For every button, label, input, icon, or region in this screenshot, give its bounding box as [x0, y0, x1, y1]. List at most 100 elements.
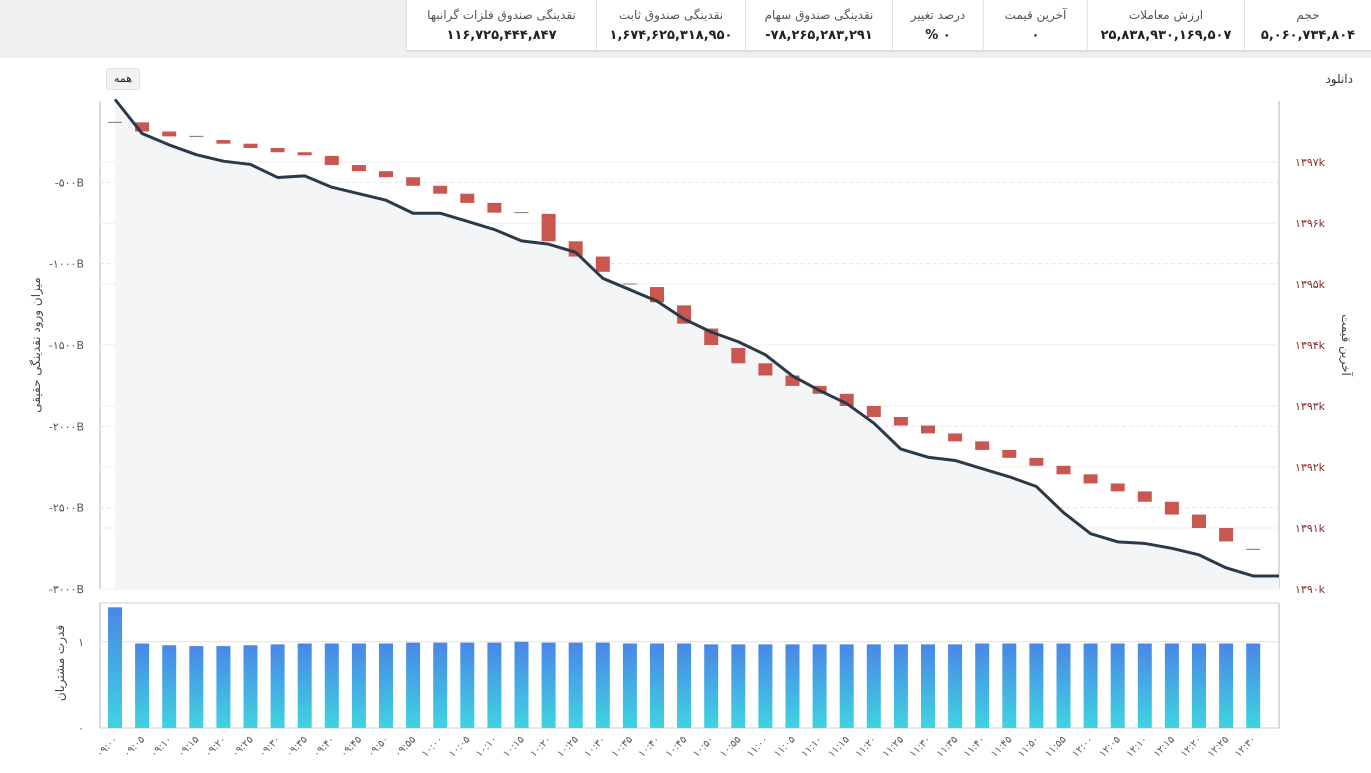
buyer-power-bar — [406, 642, 421, 728]
buyer-power-bar — [379, 643, 393, 728]
right-tick-label: ۱۳۹۶k — [1295, 217, 1326, 230]
buyer-power-bar — [433, 642, 448, 728]
right-tick-label: ۱۳۹۰k — [1295, 583, 1326, 596]
buyer-power-bar — [622, 643, 637, 728]
buyer-power-bar — [1246, 643, 1261, 728]
x-tick-label: ۱۲:۲۰ — [1179, 734, 1204, 759]
download-button[interactable]: دانلود — [1325, 72, 1353, 86]
buyer-power-bar — [595, 642, 610, 728]
buyer-power-bar — [1029, 643, 1044, 728]
left-tick-label: -۵۰۰B — [55, 176, 84, 189]
x-tick-label: ۱۲:۱۰ — [1125, 734, 1150, 759]
price-candle — [541, 213, 556, 242]
buyer-power-bar — [162, 645, 177, 728]
buyer-power-bar — [487, 642, 502, 728]
buyer-power-bar — [1164, 643, 1179, 728]
x-tick-label: ۰۹:۵۵ — [393, 734, 418, 759]
price-candle — [460, 193, 475, 203]
x-tick-label: ۱۲:۲۵ — [1206, 734, 1231, 759]
stat-value: ۲۵,۸۳۸,۹۳۰,۱۶۹,۵۰۷ — [1100, 27, 1232, 43]
price-candle — [379, 171, 393, 178]
x-tick-label: ۱۱:۳۵ — [935, 734, 960, 759]
net-flow-line — [113, 98, 1279, 578]
buyer-power-bar — [541, 642, 556, 728]
price-candle — [433, 185, 448, 194]
x-tick-label: ۱۰:۴۵ — [664, 734, 689, 759]
buyer-power-bar — [785, 644, 800, 728]
x-tick-label: ۱۱:۵۵ — [1043, 734, 1068, 759]
buyer-power-bar — [1110, 643, 1125, 728]
left-tick-label: -۲۰۰۰B — [49, 420, 84, 433]
price-candle — [1219, 528, 1234, 542]
all-range-button[interactable]: همه — [106, 68, 140, 90]
price-candle — [270, 147, 285, 153]
buyer-power-bar — [108, 607, 122, 728]
buyer-power-bar — [839, 644, 854, 728]
price-candle — [162, 131, 177, 137]
main-chart: -۵۰۰B -۱۰۰۰B -۱۵۰۰B -۲۰۰۰B -۲۵۰۰B -۳۰۰۰B ۱۳۹۷k… — [29, 98, 1354, 760]
price-candle — [351, 165, 366, 172]
stat-value: -۷۸,۲۶۵,۲۸۳,۲۹۱ — [765, 27, 873, 43]
price-candle — [975, 441, 990, 450]
x-tick-label: ۰۹:۵۰ — [366, 734, 391, 759]
stat-fixed-fund-liquidity: نقدینگی صندوق ثابت ۱,۶۷۴,۶۲۵,۳۱۸,۹۵۰ — [596, 0, 745, 50]
price-candle — [1164, 501, 1179, 515]
left-tick-label: -۱۰۰۰B — [49, 258, 84, 271]
buyer-power-bar — [270, 644, 285, 728]
buyer-power-bar — [1056, 643, 1071, 728]
stat-label: نقدینگی صندوق سهام — [764, 7, 874, 22]
right-tick-label: ۱۳۹۷k — [1295, 156, 1326, 169]
buyer-power-bar — [866, 644, 881, 728]
right-tick-label: ۱۳۹۵k — [1295, 278, 1326, 291]
buyer-power-bar — [243, 645, 258, 728]
price-candle — [758, 363, 773, 376]
x-tick-label: ۱۱:۳۰ — [908, 734, 933, 759]
x-tick-label: ۱۱:۲۵ — [881, 734, 906, 759]
buyer-power-bar — [758, 644, 773, 728]
price-candle — [1002, 449, 1017, 458]
buyer-power-bar — [921, 644, 935, 728]
left-tick-label: -۳۰۰۰B — [49, 583, 84, 596]
x-tick-label: ۰۹:۰۵ — [122, 734, 147, 759]
x-tick-label: ۱۰:۰۵ — [447, 734, 472, 759]
buyer-power-bar — [1083, 643, 1098, 728]
buyer-power-bar — [731, 644, 746, 728]
price-candle — [1029, 457, 1044, 466]
left-axis-title: میزان ورود نقدینگی حقیقی — [29, 277, 44, 412]
x-tick-label: ۱۱:۱۰ — [799, 734, 824, 759]
buyer-power-bar — [1219, 643, 1234, 728]
x-tick-label: ۱۰:۳۵ — [610, 734, 635, 759]
left-tick-label: -۲۵۰۰B — [49, 502, 84, 515]
x-tick-label: ۰۹:۰۰ — [95, 734, 120, 759]
buyer-power-bar — [568, 642, 583, 728]
x-tick-label: ۰۹:۳۰ — [257, 734, 282, 759]
stat-last-price: آخرین قیمت ۰ — [983, 0, 1087, 50]
price-candle — [1083, 474, 1098, 484]
buyer-power-bar — [1192, 643, 1206, 728]
buyer-power-bar — [216, 646, 231, 728]
x-tick-label: ۰۹:۱۰ — [149, 734, 174, 759]
stat-label: آخرین قیمت — [1004, 7, 1067, 22]
price-candle — [866, 406, 881, 417]
x-tick-label: ۱۱:۴۰ — [962, 734, 987, 759]
x-tick-label: ۱۰:۴۰ — [637, 734, 662, 759]
stats-bar: حجم ۵,۰۶۰,۷۳۴,۸۰۴ ارزش معاملات ۲۵,۸۳۸,۹۳۰,۱… — [406, 0, 1371, 51]
x-tick-label: ۱۲:۳۰ — [1233, 734, 1258, 759]
buyer-power-bar — [324, 643, 339, 728]
buyer-power-bar — [1002, 643, 1017, 728]
x-tick-label: ۱۰:۵۵ — [718, 734, 743, 759]
x-tick-label: ۱۱:۵۰ — [1016, 734, 1041, 759]
x-tick-label: ۰۹:۳۵ — [284, 734, 309, 759]
stat-value: ۵,۰۶۰,۷۳۴,۸۰۴ — [1260, 27, 1356, 43]
stat-equity-fund-liquidity: نقدینگی صندوق سهام -۷۸,۲۶۵,۲۸۳,۲۹۱ — [745, 0, 892, 50]
right-tick-label: ۱۳۹۴k — [1295, 339, 1326, 352]
price-candle — [785, 375, 800, 386]
buyer-power-bar — [704, 644, 719, 728]
buyer-power-bar — [460, 642, 475, 728]
price-candle — [487, 202, 502, 213]
buyer-power-bar — [677, 643, 692, 728]
x-tick-label: ۱۲:۱۵ — [1152, 734, 1177, 759]
x-tick-label: ۱۱:۱۵ — [826, 734, 851, 759]
stat-label: حجم — [1296, 7, 1320, 22]
buyer-power-bar — [189, 646, 204, 728]
